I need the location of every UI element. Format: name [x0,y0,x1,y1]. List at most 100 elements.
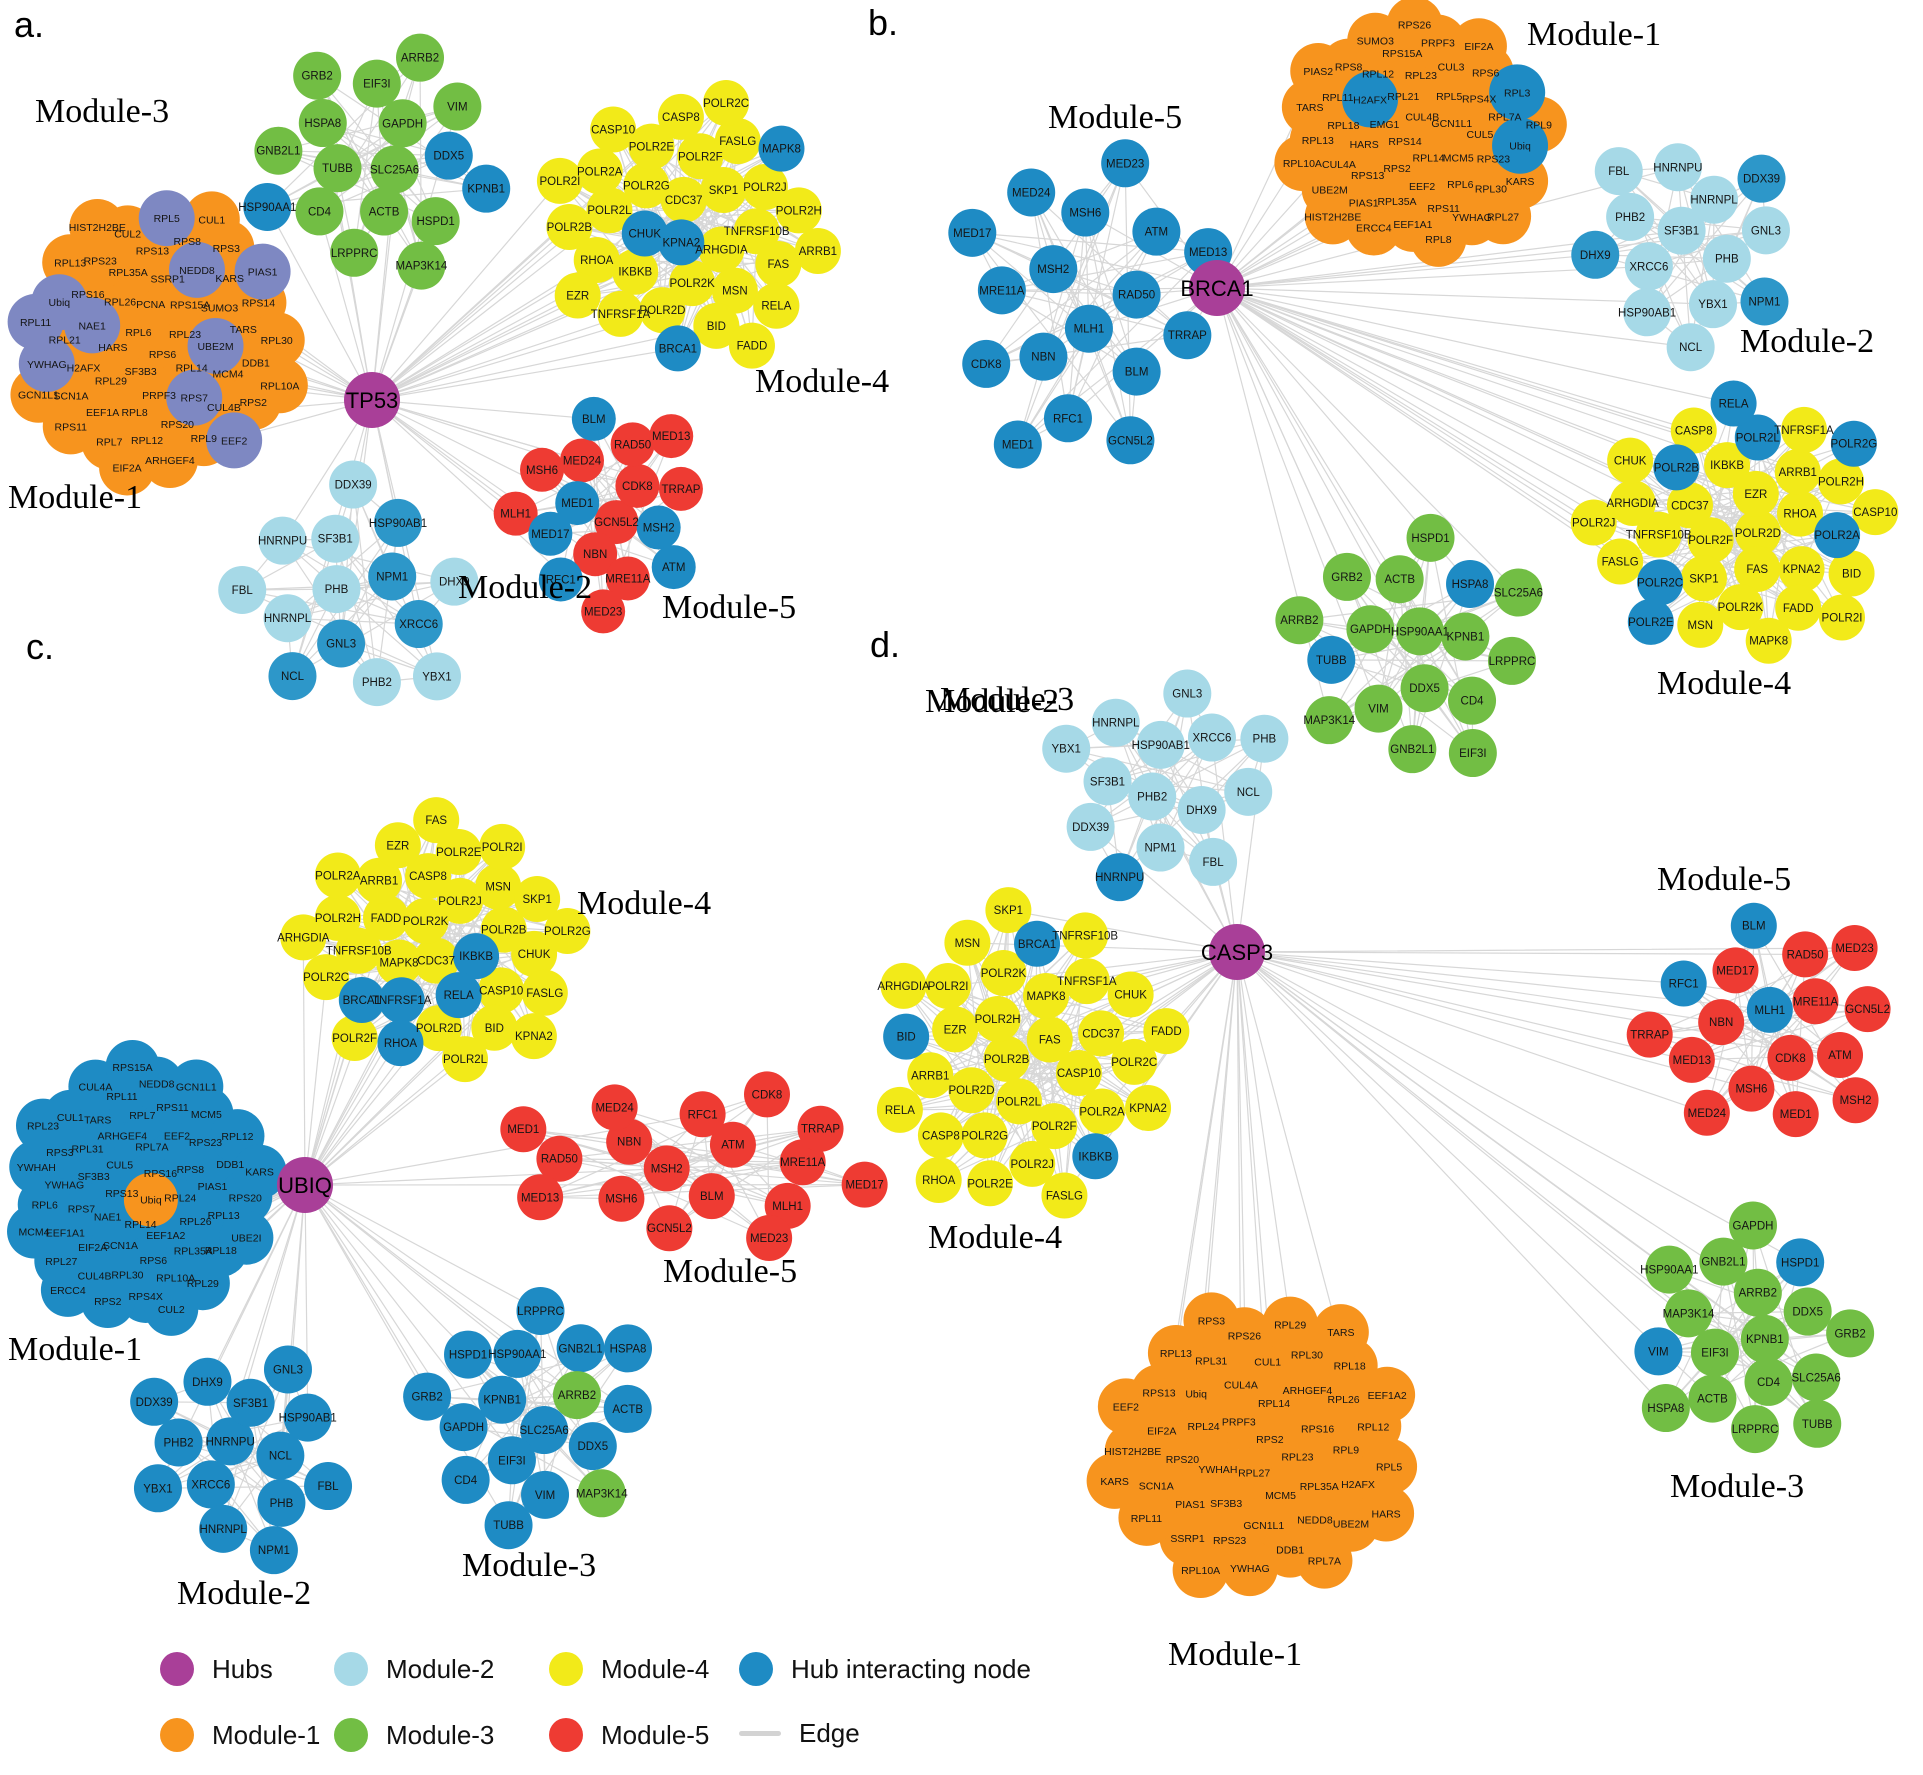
node-YBX1 [1689,280,1738,329]
node-label: RPL31 [72,1143,104,1155]
node-label: MAPK8 [380,957,419,969]
node-RHOA [1776,490,1823,537]
node-label: EIF2A [1147,1426,1176,1438]
node-label: TARS [1327,1327,1354,1339]
hub-edge [371,347,679,401]
node-XRCC6 [1624,242,1673,291]
node-HSPD1 [444,1330,493,1379]
node-label: RPL12 [131,435,163,447]
node-POLR2F [1687,517,1734,564]
node-label: EEF1A2 [1368,1390,1407,1402]
node-ARHGEF4 [141,432,198,489]
node-label: MED17 [1716,965,1754,977]
node-label: RPL24 [1188,1421,1220,1433]
node-label: MCM4 [19,1227,50,1239]
node-label: TARS [1296,102,1323,114]
hub-edge [304,1184,518,1355]
node-label: RPL30 [1475,183,1507,195]
edge [1646,178,1763,313]
node-label: Ubiq [1185,1388,1207,1400]
node-label: ATM [1145,227,1168,239]
node-label: RPL6 [32,1200,58,1212]
node-GCN5L2 [1106,416,1155,465]
node-label: MAP3K14 [395,261,447,273]
module-label: Module-1 [8,1331,142,1368]
node-RFC1 [679,1091,726,1138]
node-label: RPS11 [1427,203,1460,215]
node-label: MSH6 [605,1194,637,1206]
module3-swatch-icon [334,1718,368,1752]
node-label: MED17 [531,529,569,541]
node-label: PHB2 [1137,792,1167,804]
module-label: Module-5 [1048,99,1182,136]
hub-label: UBIQ [278,1173,332,1198]
node-TARS [1312,1304,1369,1361]
node-label: UBE2M [1333,1519,1369,1531]
node-label: POLR2L [587,205,632,217]
node-EZR [554,272,601,319]
node-label: POLR2G [623,180,670,192]
node-EIF3I [352,59,401,108]
node-POLR2I [925,963,972,1010]
node-label: RPL10A [1181,1565,1220,1577]
node-label: HSPA8 [610,1343,647,1355]
node-GRB2 [293,51,342,100]
node-label: CASP8 [922,1130,960,1142]
node-label: RPS20 [161,419,194,431]
node-label: POLR2G [544,926,591,938]
node-label: SKP1 [522,894,551,906]
node-label: YWHAH [17,1162,56,1174]
node-label: SCN1A [103,1240,138,1252]
node-PHB2 [1606,192,1655,241]
node-label: EZR [944,1024,967,1036]
node-label: FBL [317,1481,339,1493]
node-label: GAPDH [1350,624,1391,636]
node-label: TARS [84,1114,111,1126]
node-label: ARHGDIA [277,932,330,944]
node-RPL27 [1475,188,1532,245]
node-label: DDX5 [433,151,464,163]
node-PHB [312,565,361,614]
node-label: EZR [1744,489,1767,501]
edge [1722,1260,1756,1430]
node-label: GNB2L1 [256,146,300,158]
node-label: RPL7A [135,1142,168,1154]
node-NBN [573,532,618,577]
node-label: MRE11A [1793,996,1838,1008]
node-label: PHB2 [362,677,392,689]
node-MSH2 [636,505,681,550]
node-label: POLR2C [303,972,349,984]
node-label: CD4 [1757,1377,1781,1389]
node-ARRB1 [356,857,403,904]
node-label: LRPPRC [1489,656,1536,668]
node-label: MSN [1687,620,1713,632]
hub-edge [1216,287,1705,579]
node-NBN [606,1118,653,1165]
node-KPNB1 [1740,1314,1789,1363]
node-label: KARS [245,1167,274,1179]
hub-edge [1216,287,1692,348]
node-label: HIST2H2BE [69,222,126,234]
node-RPL5 [138,190,195,247]
node-label: GAPDH [1733,1220,1774,1232]
node-label: GNB2L1 [559,1343,603,1355]
hub-node-UBIQ [277,1157,333,1213]
node-label: RFC1 [546,574,576,586]
node-POLR2K [669,260,716,307]
node-TNFRSF1A [1063,958,1110,1005]
node-ARRB2 [1733,1268,1782,1317]
node-GRB2 [1826,1309,1875,1358]
node-label: CASP8 [662,112,700,124]
hub-label: BRCA1 [1180,276,1253,301]
node-label: RPL11 [20,317,51,329]
node-HSPD1 [1776,1238,1825,1287]
node-ARHGDIA [880,962,927,1009]
node-label: RPL9 [1333,1444,1359,1456]
node-RPL23 [15,1098,70,1153]
node-DHX9 [1571,230,1620,279]
node-label: H2AFX [1341,1479,1375,1491]
node-label: POLR2D [948,1085,994,1097]
node-POLR2C [1111,1038,1158,1085]
node-DDX5 [568,1422,617,1471]
node-label: NBN [1709,1017,1733,1029]
